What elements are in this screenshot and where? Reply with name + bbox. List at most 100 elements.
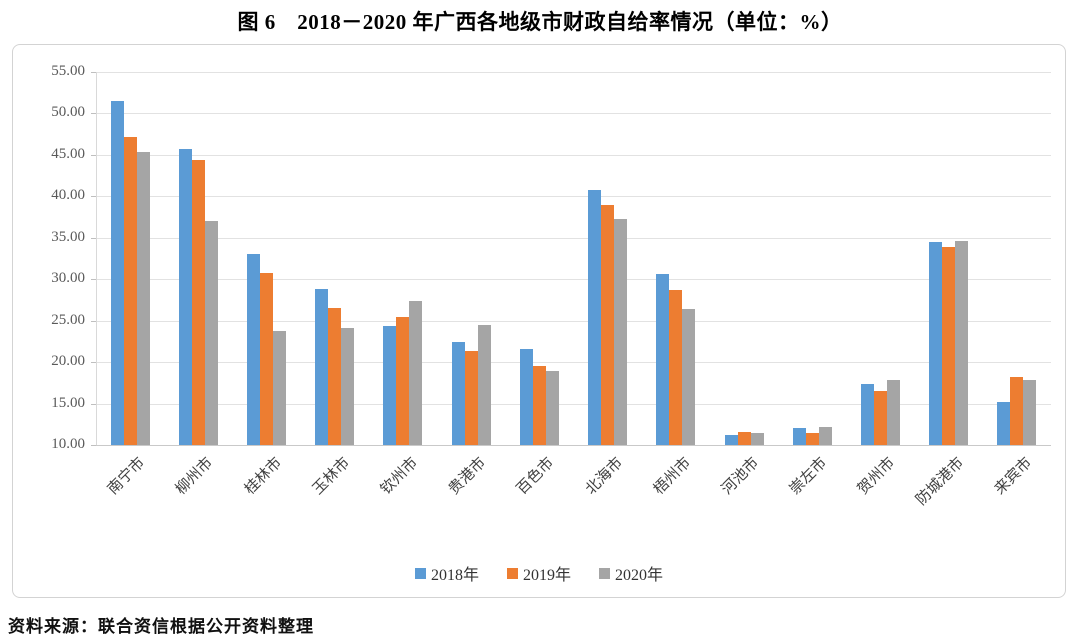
bar-group [915, 72, 983, 445]
bar-2020年 [545, 371, 559, 445]
y-gridline [96, 279, 1051, 281]
bar-2020年 [136, 151, 150, 445]
y-tick-label: 40.00 [51, 187, 85, 204]
y-tick-label: 45.00 [51, 145, 85, 162]
bar-group [642, 72, 710, 445]
y-gridline [96, 113, 1051, 115]
x-category-label: 崇左市 [787, 454, 831, 498]
bar-2019年 [328, 308, 342, 445]
bar-2018年 [315, 289, 329, 445]
bar-2019年 [191, 159, 205, 445]
x-axis-line [96, 445, 1051, 446]
legend-label: 2018年 [430, 567, 479, 584]
bar-group [369, 72, 437, 445]
chart-plot-area-frame: 55.00 50.00 45.00 40.00 35.00 30.00 25.00 20.00… [12, 44, 1066, 598]
legend-swatch-icon [506, 567, 518, 579]
y-axis-tick [91, 320, 96, 322]
bar-2018年 [588, 189, 602, 445]
bar-2018年 [451, 342, 465, 445]
x-category-label: 来宾市 [991, 454, 1036, 498]
bar-2018年 [178, 149, 192, 445]
legend-item: 2018年 [414, 561, 479, 585]
bar-2020年 [477, 324, 491, 445]
bar-2019年 [123, 137, 137, 445]
bar-2020年 [341, 328, 355, 445]
bar-group [983, 72, 1051, 445]
y-axis-line [96, 72, 97, 445]
y-axis-tick [91, 113, 96, 115]
bar-2019年 [805, 432, 819, 445]
bar-2020年 [409, 300, 423, 445]
y-axis-tick [91, 72, 96, 73]
y-axis-tick [91, 237, 96, 239]
bar-group [301, 72, 369, 445]
chart-title: 图 6 2018－2020 年广西各地级市财政自给率情况（单位：%） [237, 10, 843, 34]
bar-2019年 [873, 391, 887, 445]
y-tick-label: 20.00 [51, 353, 85, 370]
bar-group [778, 72, 846, 445]
legend: 2018年 2019年 2020年 [13, 561, 1065, 585]
x-category-label: 柳州市 [173, 454, 217, 498]
bar-2019年 [737, 431, 751, 445]
bar-2020年 [273, 331, 287, 445]
bar-group [846, 72, 914, 445]
x-category-label: 贺州市 [855, 454, 899, 498]
bar-group [96, 72, 164, 445]
y-axis-tick [91, 196, 96, 198]
bar-group [710, 72, 778, 445]
bar-2020年 [886, 379, 900, 445]
y-gridline [96, 403, 1051, 405]
legend-label: 2020年 [615, 567, 664, 584]
bar-2019年 [601, 205, 615, 445]
bar-2020年 [818, 426, 832, 445]
bar-2019年 [532, 366, 546, 445]
bar-2020年 [1023, 379, 1037, 445]
x-category-label: 桂林市 [241, 454, 285, 498]
bar-2018年 [247, 253, 261, 445]
bar-2018年 [724, 435, 738, 445]
y-axis-tick [91, 279, 96, 281]
y-axis-tick [91, 445, 96, 446]
x-category-label: 百色市 [514, 454, 558, 498]
y-axis-tick [91, 154, 96, 156]
source-note: 资料来源：联合资信根据公开资料整理 [8, 617, 314, 636]
y-gridline [96, 154, 1051, 156]
bar-2020年 [204, 221, 218, 445]
x-category-label: 梧州市 [650, 454, 694, 498]
bar-2019年 [669, 290, 683, 445]
bar-2020年 [955, 241, 969, 445]
y-tick-label: 55.00 [51, 63, 85, 79]
y-gridline [96, 237, 1051, 239]
bar-group [437, 72, 505, 445]
plot-area: 55.00 50.00 45.00 40.00 35.00 30.00 25.00 20.00… [13, 45, 1065, 597]
bar-2018年 [860, 383, 874, 445]
x-category-label: 玉林市 [309, 454, 353, 498]
bar-2018年 [997, 401, 1011, 445]
y-axis-tick [91, 362, 96, 364]
x-category-label: 北海市 [582, 454, 626, 498]
bar-2019年 [464, 350, 478, 445]
legend-swatch-icon [414, 567, 426, 579]
bar-2019年 [1010, 377, 1024, 445]
y-tick-label: 25.00 [51, 311, 85, 328]
bar-2018年 [929, 241, 943, 445]
bar-group [232, 72, 300, 445]
bar-2018年 [656, 274, 670, 445]
bar-2018年 [383, 326, 397, 445]
bar-2020年 [750, 433, 764, 445]
bar-group [164, 72, 232, 445]
legend-swatch-icon [599, 567, 610, 579]
x-category-label: 贵港市 [446, 454, 490, 498]
x-category-label: 防城港市 [913, 454, 967, 509]
legend-item: 2020年 [599, 561, 663, 585]
x-category-label: 钦州市 [377, 454, 422, 498]
legend-label: 2019年 [522, 567, 571, 584]
bar-group [505, 72, 573, 445]
y-tick-label: 35.00 [51, 228, 85, 245]
x-category-label: 河池市 [719, 454, 763, 498]
y-tick-label: 50.00 [51, 104, 85, 121]
bar-2020年 [682, 309, 696, 445]
legend-item: 2019年 [506, 561, 571, 585]
y-gridline [96, 320, 1051, 322]
bar-2018年 [519, 348, 533, 445]
